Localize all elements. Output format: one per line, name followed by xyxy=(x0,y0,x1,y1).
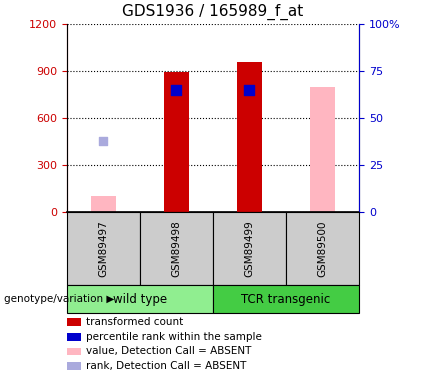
Bar xyxy=(286,212,359,285)
Text: transformed count: transformed count xyxy=(86,317,184,327)
Text: wild type: wild type xyxy=(113,292,167,306)
Bar xyxy=(237,62,262,212)
Bar xyxy=(164,72,189,212)
Title: GDS1936 / 165989_f_at: GDS1936 / 165989_f_at xyxy=(122,4,304,20)
Bar xyxy=(213,212,286,285)
Point xyxy=(173,87,180,93)
Text: GSM89498: GSM89498 xyxy=(171,220,181,277)
Bar xyxy=(67,285,213,313)
Text: rank, Detection Call = ABSENT: rank, Detection Call = ABSENT xyxy=(86,361,247,371)
Text: GSM89499: GSM89499 xyxy=(244,220,255,277)
Bar xyxy=(91,196,116,212)
Bar xyxy=(67,333,81,340)
Point xyxy=(100,138,107,144)
Bar xyxy=(67,362,81,370)
Bar xyxy=(67,318,81,326)
Bar xyxy=(310,87,335,212)
Text: value, Detection Call = ABSENT: value, Detection Call = ABSENT xyxy=(86,346,252,356)
Text: percentile rank within the sample: percentile rank within the sample xyxy=(86,332,262,342)
Bar xyxy=(140,212,213,285)
Bar xyxy=(67,212,140,285)
Text: GSM89497: GSM89497 xyxy=(98,220,108,277)
Point xyxy=(246,87,253,93)
Bar xyxy=(67,348,81,355)
Text: GSM89500: GSM89500 xyxy=(317,220,328,277)
Bar xyxy=(213,285,359,313)
Text: TCR transgenic: TCR transgenic xyxy=(241,292,331,306)
Text: genotype/variation ▶: genotype/variation ▶ xyxy=(4,294,115,304)
